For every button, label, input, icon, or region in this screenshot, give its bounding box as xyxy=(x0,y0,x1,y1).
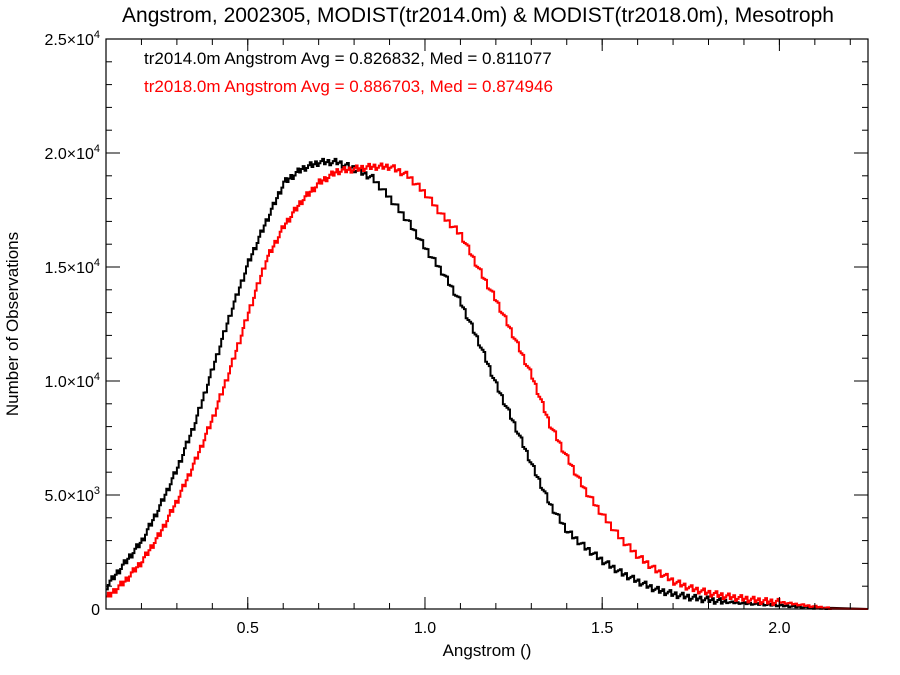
x-tick-label: 0.5 xyxy=(237,620,259,637)
series-2-line xyxy=(106,162,869,610)
y-axis-ticks: 0 5.0×103 1.0×104 1.5×104 2.0×104 2.5×104 xyxy=(44,29,868,619)
series-1-line xyxy=(106,157,869,610)
x-tick-label: 1.5 xyxy=(591,620,613,637)
y-axis-label: Number of Observations xyxy=(3,232,22,416)
chart-title: Angstrom, 2002305, MODIST(tr2014.0m) & M… xyxy=(122,4,834,27)
y-tick-label: 5.0×103 xyxy=(44,485,100,505)
x-axis-label: Angstrom () xyxy=(443,641,532,660)
y-tick-label: 1.0×104 xyxy=(44,371,100,391)
plot-frame xyxy=(105,38,869,610)
x-tick-label: 2.0 xyxy=(768,620,790,637)
y-tick-label: 0 xyxy=(91,602,100,619)
plot-series xyxy=(106,157,869,610)
x-tick-label: 1.0 xyxy=(414,620,436,637)
y-tick-label: 1.5×104 xyxy=(44,257,100,277)
y-tick-label: 2.0×104 xyxy=(44,143,100,163)
annotation-series-2-stats: tr2018.0m Angstrom Avg = 0.886703, Med =… xyxy=(144,77,553,96)
y-tick-label: 2.5×104 xyxy=(44,29,100,49)
x-axis-ticks: 0.5 1.0 1.5 2.0 xyxy=(105,39,851,637)
annotation-series-1-stats: tr2014.0m Angstrom Avg = 0.826832, Med =… xyxy=(144,49,552,68)
